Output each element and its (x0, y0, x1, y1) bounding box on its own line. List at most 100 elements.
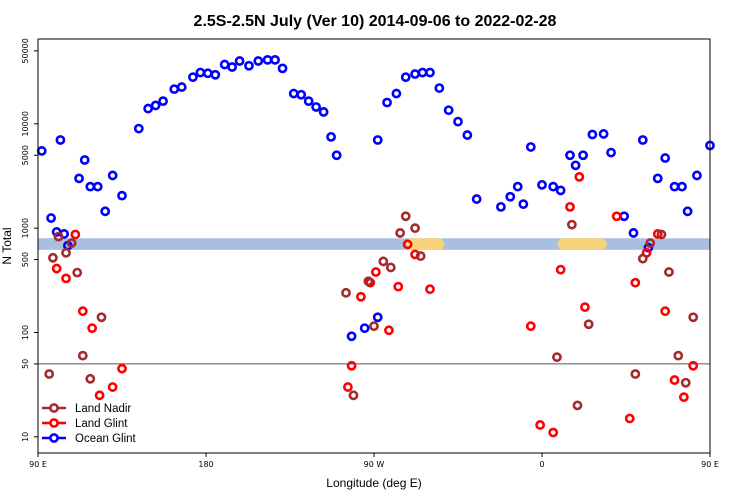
land-nadir-point-5 (72, 267, 83, 278)
land-nadir-point-20 (566, 219, 577, 230)
ocean-glint-point-47 (425, 67, 435, 78)
ocean-glint-point-65 (598, 129, 609, 139)
ocean-glint-point-76 (692, 170, 702, 181)
land-nadir-point-0 (44, 369, 55, 379)
ocean-glint-point-6 (74, 173, 84, 184)
land-glint-point-12 (370, 267, 381, 277)
y-axis: 10 50 100 500 1000 5000 10000 50000 (21, 38, 38, 442)
land-nadir-point-11 (363, 276, 374, 287)
ocean-glint-point-34 (311, 102, 322, 112)
ocean-glint-point-43 (391, 88, 402, 99)
ocean-glint-point-17 (169, 84, 180, 95)
land-glint-point-8 (342, 382, 353, 392)
land-glint-point-7 (117, 363, 127, 374)
ocean-glint-point-64 (587, 129, 598, 140)
ocean-glint-point-73 (669, 181, 680, 192)
ocean-glint-point-7 (79, 155, 90, 165)
ocean-glint-point-50 (453, 116, 463, 127)
ocean-glint-point-75 (682, 206, 693, 217)
ocean-glint-point-57 (525, 142, 536, 152)
x-tick-label-0: 90 E (29, 460, 47, 469)
land-nadir-point-13 (378, 256, 389, 267)
land-glint-point-9 (346, 360, 357, 371)
land-nadir-point-2 (53, 231, 64, 242)
ocean-glint-point-55 (512, 181, 523, 192)
land-glint-point-23 (574, 171, 585, 182)
ocean-glint-point-68 (628, 228, 639, 238)
land-glint-point-5 (94, 390, 105, 401)
ocean-glint-point-1 (46, 213, 56, 223)
ocean-glint-point-33 (303, 96, 314, 107)
x-axis: 90 E 180 90 W 0 90 E (29, 453, 719, 469)
y-tick-label-1: 50 (21, 359, 30, 369)
ocean-glint-point-61 (565, 150, 575, 161)
y-tick-label-2: 100 (21, 325, 30, 340)
land-glint-point-21 (555, 264, 566, 275)
band-land-0 (405, 238, 445, 250)
data-points (36, 54, 715, 438)
ocean-glint-point-39 (359, 323, 370, 334)
land-glint-point-4 (87, 323, 98, 334)
land-glint-point-17 (425, 284, 435, 295)
ocean-glint-point-13 (133, 123, 144, 134)
land-glint-point-15 (402, 239, 413, 250)
land-glint-point-3 (77, 306, 88, 317)
land-nadir-point-3 (61, 247, 71, 258)
land-nadir-point-16 (400, 211, 411, 222)
legend-label-land-glint: Land Glint (75, 418, 128, 430)
land-glint-point-26 (624, 413, 635, 424)
land-glint-point-20 (548, 427, 559, 438)
ocean-glint-point-35 (318, 107, 329, 117)
land-nadir-point-28 (673, 350, 684, 361)
ocean-glint-point-67 (619, 211, 630, 222)
legend-marker-ocean-glint (49, 433, 59, 443)
ocean-glint-point-42 (382, 97, 392, 108)
ocean-glint-point-72 (660, 153, 671, 163)
land-nadir-point-25 (645, 238, 656, 248)
land-nadir-point-21 (572, 400, 583, 411)
x-tick-label-4: 90 E (701, 460, 719, 469)
x-tick-label-1: 180 (198, 460, 213, 469)
ocean-glint-point-32 (296, 89, 307, 100)
land-glint-point-1 (61, 273, 71, 284)
ocean-glint-point-41 (372, 135, 383, 145)
ocean-glint-point-31 (288, 88, 299, 99)
ocean-glint-point-26 (244, 60, 254, 71)
ocean-glint-point-59 (548, 181, 559, 192)
x-tick-label-2: 90 W (364, 460, 385, 469)
land-nadir-point-17 (410, 223, 420, 234)
ocean-glint-point-25 (234, 56, 245, 66)
ocean-glint-point-40 (372, 312, 383, 323)
legend-label-land-nadir: Land Nadir (75, 403, 131, 415)
ocean-glint-point-22 (210, 69, 221, 80)
legend: Land Nadir Land Glint Ocean Glint (42, 403, 137, 445)
land-nadir-point-10 (348, 390, 359, 401)
equator-band (38, 238, 710, 250)
land-nadir-point-1 (48, 252, 58, 263)
land-nadir-point-24 (637, 253, 648, 264)
legend-marker-land-nadir (49, 403, 59, 413)
land-glint-point-27 (630, 277, 641, 288)
land-glint-point-30 (660, 306, 671, 317)
land-nadir-point-4 (66, 238, 77, 248)
land-nadir-point-18 (415, 251, 426, 261)
ocean-glint-point-69 (637, 135, 648, 145)
y-tick-label-5: 5000 (21, 145, 30, 165)
ocean-glint-point-58 (537, 179, 547, 190)
land-glint-point-32 (678, 392, 689, 403)
legend-label-ocean-glint: Ocean Glint (75, 433, 137, 445)
land-nadir-point-9 (341, 287, 351, 298)
ocean-glint-point-11 (107, 170, 118, 181)
ocean-glint-point-18 (176, 82, 187, 92)
land-glint-point-18 (525, 321, 536, 332)
band-ocean (38, 238, 710, 250)
chart-title: 2.5S-2.5N July (Ver 10) 2014-09-06 to 20… (194, 13, 557, 30)
ocean-glint-point-15 (150, 100, 161, 111)
land-glint-point-2 (70, 229, 81, 240)
ocean-glint-point-45 (410, 69, 420, 79)
ocean-glint-point-30 (277, 63, 288, 74)
ocean-glint-point-44 (400, 72, 411, 83)
ocean-glint-point-14 (143, 103, 154, 114)
land-glint-point-33 (688, 360, 699, 371)
ocean-glint-point-53 (496, 201, 506, 212)
